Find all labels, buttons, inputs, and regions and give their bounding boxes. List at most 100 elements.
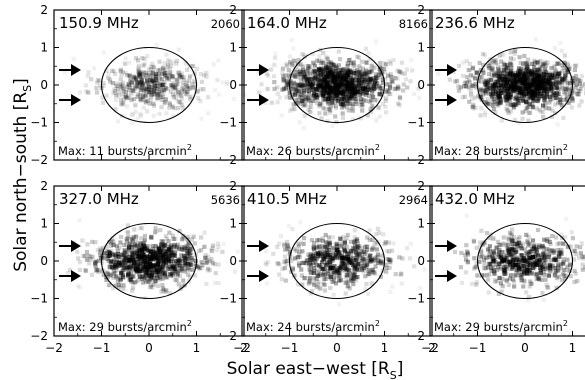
density-cell [153,226,158,231]
density-cell [524,72,529,77]
density-cell [358,69,363,74]
density-cell [325,99,330,104]
arrow-head-icon [259,240,269,252]
density-cell [311,87,316,92]
density-cell [379,259,384,264]
density-cell [324,74,329,79]
y-tick-label: −2 [30,153,48,167]
density-cell [454,78,459,83]
density-cell [122,248,127,253]
density-cell [135,116,140,121]
density-cell [107,253,112,258]
density-cell [542,78,548,83]
density-cell [311,77,316,82]
density-cell [190,267,195,272]
density-cell [498,97,503,102]
density-cell [503,93,508,98]
density-cell [510,265,516,270]
density-cell [321,93,326,98]
density-cell [101,83,106,88]
density-cell [514,74,520,79]
density-cell [205,257,210,263]
density-cell [175,87,181,93]
density-cell [518,90,523,95]
density-cell [156,68,161,73]
density-cell [517,120,522,125]
density-cell [384,269,389,274]
density-cell [563,73,568,78]
density-cell [97,78,102,83]
density-cell [311,94,316,99]
density-cell [150,64,155,69]
density-cell [135,251,140,256]
density-cell [508,78,513,83]
density-cell [287,250,292,255]
density-cell [266,259,271,265]
density-cell [144,93,149,98]
density-cell [213,271,218,276]
density-cell [315,71,320,76]
density-cell [371,83,376,88]
density-cell [317,58,322,63]
density-cell [384,110,389,115]
density-cell [555,247,560,253]
density-cell [286,86,292,91]
density-cell [535,59,540,65]
density-cell [183,88,188,93]
density-cell [313,96,318,101]
density-cell [493,260,498,265]
density-cell [135,80,140,85]
density-cell [107,77,112,82]
density-cell [156,92,161,97]
density-cell [522,279,527,284]
density-cell [110,251,115,256]
density-cell [383,262,388,267]
density-cell [272,80,277,85]
density-cell [141,70,146,75]
density-cell [102,251,108,256]
density-cell [364,90,369,95]
density-cell [363,85,368,90]
density-cell [166,267,171,272]
density-cell [106,253,111,259]
density-cell [498,266,503,271]
density-cell [571,76,577,81]
density-cell [294,85,299,90]
density-cell [178,100,183,105]
density-cell [314,101,320,106]
density-cell [352,69,357,74]
density-cell [506,110,511,115]
density-cell [350,80,355,86]
density-cell [285,64,290,69]
density-cell [508,103,513,108]
density-cell [399,71,404,76]
density-cell [343,84,348,89]
density-cell [541,266,546,271]
density-cell [368,69,373,74]
density-cell [165,249,170,254]
density-cell [327,91,332,96]
density-cell [350,272,355,277]
density-cell [325,90,330,95]
y-tick-label: 2 [40,3,48,17]
density-cell [186,266,191,271]
density-cell [580,262,585,267]
density-cell [366,77,371,82]
density-cell [125,73,130,78]
density-cell [159,239,164,244]
density-cell [405,85,410,90]
density-cell [540,82,545,87]
density-cell [161,82,166,87]
density-cell [399,281,404,286]
density-cell [526,86,531,91]
density-cell [308,267,313,272]
density-cell [463,253,468,258]
density-cell [562,91,567,96]
density-cell [337,81,342,86]
density-cell [139,86,144,91]
density-cell [490,59,495,64]
density-cell [112,88,118,93]
density-cell [324,87,329,92]
density-cell [77,260,83,265]
density-cell [86,253,91,258]
